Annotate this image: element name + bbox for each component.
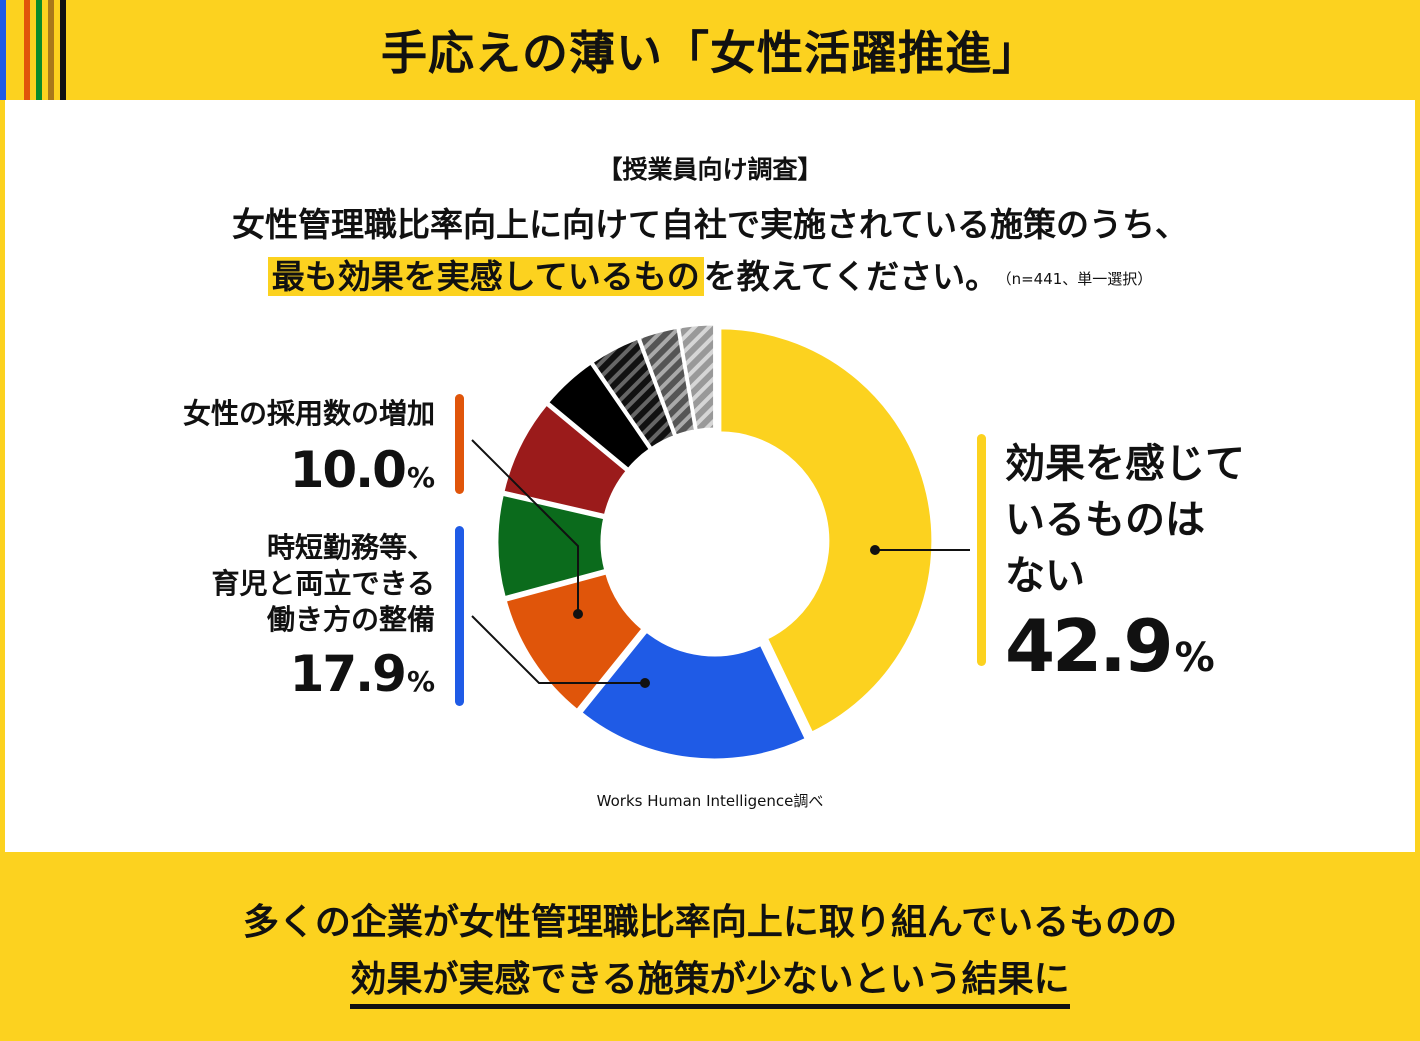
question-rest: を教えてください。	[703, 257, 999, 296]
donut-slice-1	[718, 326, 935, 736]
value-none: 42.9	[1005, 604, 1174, 688]
question-line-2: 最も効果を実感しているもの を教えてください。 （n=441、単一選択）	[5, 250, 1415, 298]
unit-none: %	[1174, 635, 1215, 681]
stripe-4	[36, 0, 42, 100]
stripe-2	[12, 0, 18, 100]
donut-slice-9	[676, 322, 717, 433]
stripe-1	[0, 0, 6, 100]
leader-dot-hiring	[573, 609, 583, 619]
question-line-1: 女性管理職比率向上に向けて自社で実施されている施策のうち、	[231, 205, 1188, 244]
label-worktime: 時短勤務等、 育児と両立できる 働き方の整備 17.9%	[212, 530, 435, 712]
sample-note: （n=441、単一選択）	[1004, 270, 1153, 288]
donut-slices	[495, 322, 935, 762]
label-worktime-value: 17.9%	[212, 644, 435, 712]
donut-slice-5	[501, 401, 630, 518]
donut-chart	[471, 322, 970, 762]
label-none-value: 42.9%	[1005, 604, 1245, 700]
leader-dot-none	[870, 545, 880, 555]
survey-tag: 【授業員向け調査】	[597, 155, 823, 184]
label-hiring-value: 10.0%	[183, 440, 435, 508]
donut-slice-3	[503, 571, 646, 713]
label-hiring-line-1: 女性の採用数の増加	[182, 397, 435, 430]
leader-dot-worktime	[640, 678, 650, 688]
conclusion-line-1: 多くの企業が女性管理職比率向上に取り組んでいるものの	[242, 902, 1178, 943]
leader-line-hiring	[471, 439, 579, 614]
color-stripes	[0, 0, 72, 100]
conclusion-line-2-text: 効果が実感できる施策が少ないという結果に	[350, 959, 1070, 1009]
question-highlight: 最も効果を実感しているもの	[267, 257, 704, 296]
donut-slice-2	[578, 628, 809, 762]
label-worktime-line-2: 育児と両立できる	[211, 567, 435, 600]
unit-worktime: %	[406, 665, 435, 698]
none-accent-bar	[977, 434, 986, 666]
label-none-line-1: 効果を感じて	[1005, 441, 1245, 487]
conclusion-line-2: 効果が実感できる施策が少ないという結果に	[0, 950, 1420, 1009]
label-worktime-line-3: 働き方の整備	[266, 603, 435, 636]
worktime-accent-bar	[455, 526, 464, 706]
value-worktime: 17.9	[289, 645, 407, 703]
stripe-6	[60, 0, 66, 100]
hiring-accent-bar	[455, 394, 464, 494]
value-hiring: 10.0	[289, 441, 407, 499]
label-none-line-2: いるものは	[1005, 497, 1205, 543]
source-credit: Works Human Intelligence調べ	[596, 792, 824, 810]
label-none: 効果を感じて いるものは ない 42.9%	[1005, 436, 1245, 700]
stripe-3	[24, 0, 30, 100]
stripe-5	[48, 0, 54, 100]
page-title: 手応えの薄い「女性活躍推進」	[381, 26, 1039, 80]
leader-line-worktime	[471, 615, 645, 684]
content-panel: 【授業員向け調査】 女性管理職比率向上に向けて自社で実施されている施策のうち、 …	[5, 100, 1415, 852]
label-worktime-line-1: 時短勤務等、	[266, 531, 435, 564]
label-none-line-3: ない	[1005, 553, 1085, 599]
label-hiring: 女性の採用数の増加 10.0%	[183, 396, 435, 508]
unit-hiring: %	[406, 461, 435, 494]
